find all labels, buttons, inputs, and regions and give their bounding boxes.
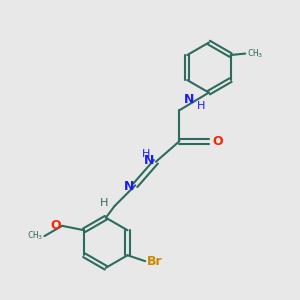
Text: N: N xyxy=(184,93,194,106)
Text: CH$_3$: CH$_3$ xyxy=(26,230,43,242)
Text: O: O xyxy=(50,219,61,232)
Text: H: H xyxy=(197,101,206,111)
Text: H: H xyxy=(100,198,109,208)
Text: CH$_3$: CH$_3$ xyxy=(247,47,263,60)
Text: Br: Br xyxy=(147,255,162,268)
Text: O: O xyxy=(212,135,223,148)
Text: H: H xyxy=(141,149,150,159)
Text: N: N xyxy=(123,180,134,193)
Text: N: N xyxy=(144,154,154,167)
